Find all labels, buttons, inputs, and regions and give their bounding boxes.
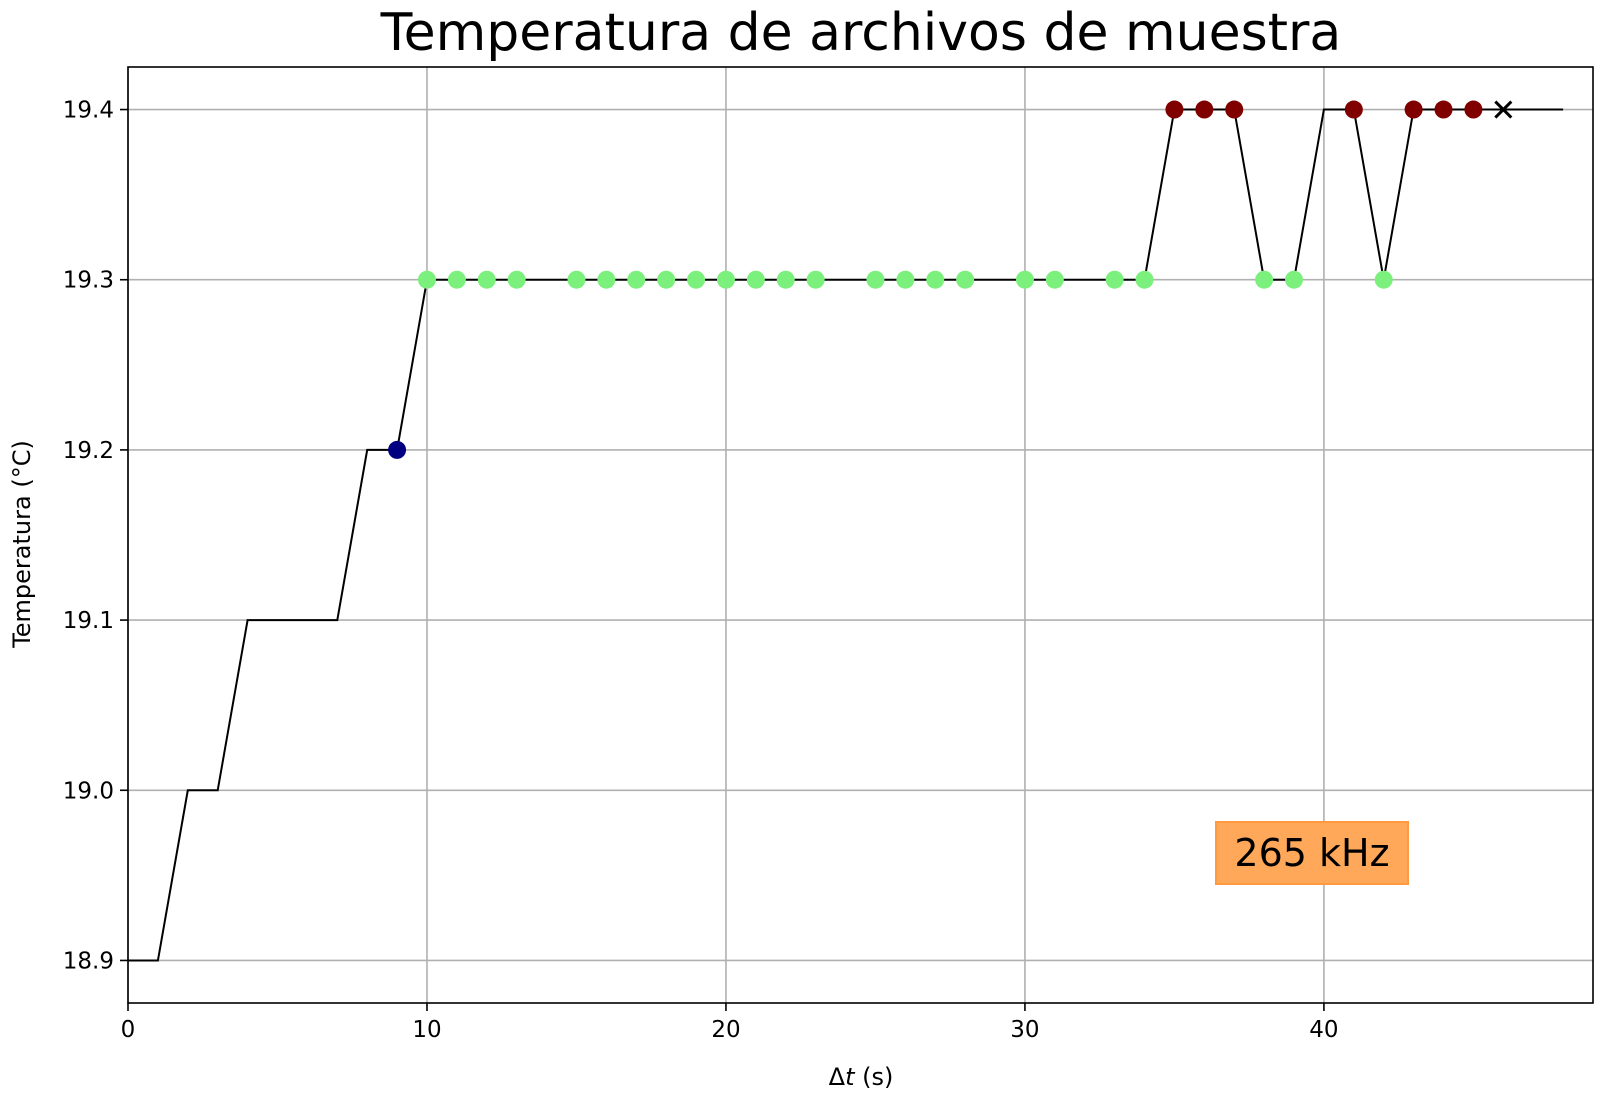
data-point bbox=[1225, 100, 1244, 119]
x-tick-label: 20 bbox=[711, 1017, 740, 1043]
series-line bbox=[128, 108, 1564, 962]
data-point bbox=[1404, 100, 1423, 119]
data-point bbox=[746, 270, 765, 289]
data-point bbox=[388, 440, 407, 459]
x-tick-label: 30 bbox=[1010, 1017, 1039, 1043]
data-point bbox=[597, 270, 616, 289]
annotation-text: 265 kHz bbox=[1234, 831, 1389, 875]
y-tick-label: 19.4 bbox=[63, 98, 114, 124]
cross-marker bbox=[1494, 100, 1513, 119]
data-point bbox=[1344, 100, 1363, 119]
chart-title: Temperatura de archivos de muestra bbox=[380, 3, 1342, 63]
data-point bbox=[1105, 270, 1124, 289]
data-point bbox=[1195, 100, 1214, 119]
x-axis-label-prefix: Δ bbox=[829, 1063, 846, 1091]
data-point bbox=[1015, 270, 1034, 289]
data-point bbox=[477, 270, 496, 289]
data-point bbox=[866, 270, 885, 289]
y-tick-label: 19.1 bbox=[63, 608, 114, 634]
x-tick-label: 40 bbox=[1309, 1017, 1338, 1043]
y-axis-ticks: 18.9 19.0 19.1 19.2 19.3 19.4 bbox=[63, 98, 128, 974]
data-point bbox=[1165, 100, 1184, 119]
data-point bbox=[567, 270, 586, 289]
x-tick-label: 10 bbox=[412, 1017, 441, 1043]
data-point bbox=[956, 270, 975, 289]
data-point bbox=[896, 270, 915, 289]
data-point bbox=[776, 270, 795, 289]
data-point bbox=[1285, 270, 1304, 289]
x-tick-label: 0 bbox=[121, 1017, 136, 1043]
data-point bbox=[417, 270, 436, 289]
data-point bbox=[1434, 100, 1453, 119]
data-point bbox=[1255, 270, 1274, 289]
data-point bbox=[1464, 100, 1483, 119]
data-point bbox=[926, 270, 945, 289]
series-points bbox=[388, 100, 1513, 459]
temperature-line bbox=[128, 108, 1564, 962]
frequency-annotation: 265 kHz bbox=[1215, 821, 1409, 885]
y-tick-label: 19.0 bbox=[63, 778, 114, 804]
data-point bbox=[447, 270, 466, 289]
data-point bbox=[1135, 270, 1154, 289]
data-point bbox=[627, 270, 646, 289]
y-axis-label: Temperatura (°C) bbox=[8, 440, 36, 649]
data-point bbox=[1045, 270, 1064, 289]
data-point bbox=[1374, 270, 1393, 289]
y-tick-label: 19.2 bbox=[63, 438, 114, 464]
data-point bbox=[806, 270, 825, 289]
cross-marker-stroke bbox=[1494, 100, 1513, 119]
y-tick-label: 19.3 bbox=[63, 268, 114, 294]
data-point bbox=[507, 270, 526, 289]
plot-frame bbox=[127, 66, 1594, 1004]
annotation-box bbox=[1215, 821, 1409, 885]
y-tick-label: 18.9 bbox=[63, 948, 114, 974]
x-axis-label-var: t bbox=[845, 1063, 856, 1091]
grid bbox=[127, 67, 1593, 1003]
x-axis-ticks: 0 10 20 30 40 bbox=[121, 1003, 1339, 1043]
x-axis-label: Δt (s) bbox=[829, 1063, 894, 1091]
data-point bbox=[687, 270, 706, 289]
data-point bbox=[716, 270, 735, 289]
x-axis-label-suffix: (s) bbox=[854, 1063, 893, 1091]
data-point bbox=[657, 270, 676, 289]
